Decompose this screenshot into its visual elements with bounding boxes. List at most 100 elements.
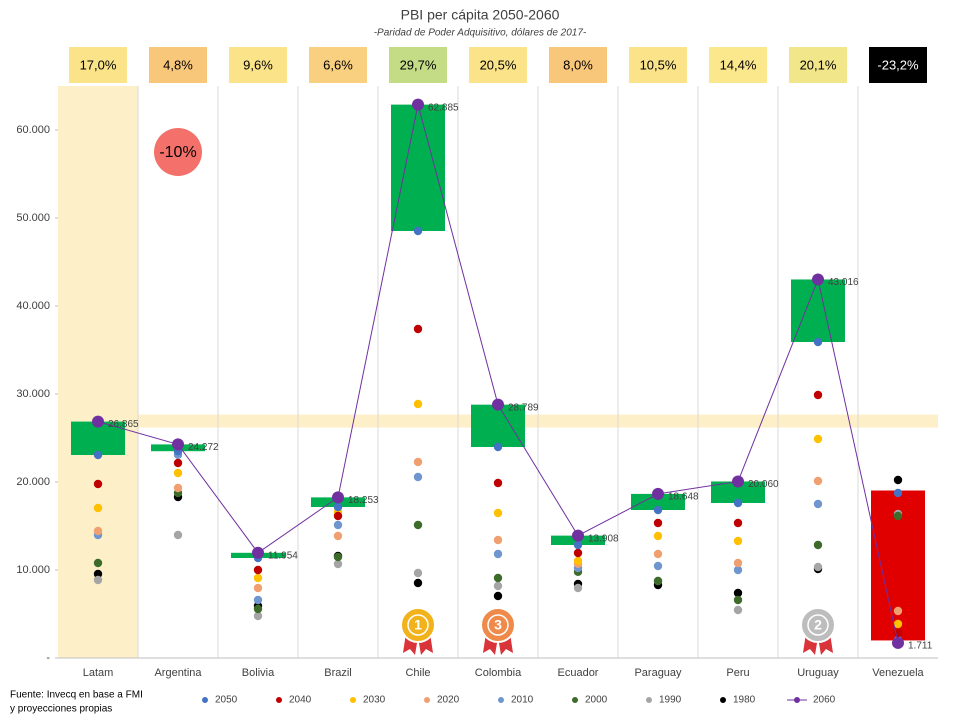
growth-label: 29,7% <box>400 57 437 72</box>
dot <box>253 573 263 583</box>
medal <box>800 607 836 643</box>
dot <box>733 595 743 605</box>
dot <box>413 578 423 588</box>
growth-badge <box>549 47 607 83</box>
growth-badge <box>389 47 447 83</box>
x-tick-label: Paraguay <box>634 667 682 679</box>
data-label: 13.908 <box>588 533 619 544</box>
dot <box>493 478 503 488</box>
dot <box>893 488 903 498</box>
dot <box>333 511 343 521</box>
dot <box>813 562 823 572</box>
y-tick-label: 60.000 <box>16 124 50 136</box>
growth-label: 4,8% <box>163 57 193 72</box>
dot <box>333 552 343 562</box>
dot-2060 <box>412 98 424 111</box>
medal-label: 3 <box>494 617 502 633</box>
data-label: 24.272 <box>188 442 219 453</box>
legend-label: 2020 <box>437 695 460 706</box>
dot <box>413 472 423 482</box>
x-tick-label: Colombia <box>475 667 522 679</box>
growth-label: 6,6% <box>323 57 353 72</box>
x-tick-label: Brazil <box>324 667 352 679</box>
dot <box>253 604 263 614</box>
dot <box>333 559 343 569</box>
range-bar <box>711 481 765 503</box>
dot <box>733 588 743 598</box>
growth-label: 10,5% <box>640 57 677 72</box>
dot <box>733 558 743 568</box>
source: y proyecciones propias <box>10 704 112 715</box>
dot <box>493 535 503 545</box>
growth-badge <box>309 47 367 83</box>
dot <box>493 573 503 583</box>
y-tick-label: 20.000 <box>16 476 50 488</box>
growth-badge <box>469 47 527 83</box>
legend-swatch <box>350 697 356 703</box>
y-tick-label: 40.000 <box>16 300 50 312</box>
dot <box>93 450 103 460</box>
dot <box>93 503 103 513</box>
dot <box>173 458 183 468</box>
source: Fuente: Invecq en base a FMI <box>10 690 143 701</box>
dot <box>413 520 423 530</box>
dot <box>733 498 743 508</box>
growth-badge <box>229 47 287 83</box>
x-tick-label: Venezuela <box>872 667 924 679</box>
dot <box>333 531 343 541</box>
dot <box>413 226 423 236</box>
data-label: 26.865 <box>108 419 139 430</box>
legend-label: 1980 <box>733 695 756 706</box>
dot <box>733 605 743 615</box>
dot <box>653 518 663 528</box>
growth-label: -23,2% <box>877 57 919 72</box>
legend-swatch <box>424 697 430 703</box>
growth-badge <box>69 47 127 83</box>
dot <box>573 540 583 550</box>
dot <box>253 611 263 621</box>
dot <box>333 520 343 530</box>
dot <box>253 583 263 593</box>
dot <box>653 561 663 571</box>
range-bar <box>791 279 845 343</box>
dot-2060 <box>572 529 584 542</box>
dot <box>813 337 823 347</box>
medal-label: 1 <box>414 617 422 633</box>
chart-subtitle: -Paridad de Poder Adquisitivo, dólares d… <box>374 28 587 39</box>
legend-swatch <box>794 697 800 703</box>
legend-label: 2040 <box>289 695 312 706</box>
dot <box>173 530 183 540</box>
dot <box>893 606 903 616</box>
dot <box>733 518 743 528</box>
dot <box>493 581 503 591</box>
dot-2060 <box>812 273 824 286</box>
medal <box>480 607 516 643</box>
x-tick-label: Chile <box>405 667 430 679</box>
medal <box>400 607 436 643</box>
dot <box>173 483 183 493</box>
range-bar <box>471 404 525 448</box>
dot <box>813 476 823 486</box>
dot-2060 <box>492 398 504 411</box>
dot <box>893 619 903 629</box>
dot <box>573 556 583 566</box>
legend-label: 2060 <box>813 695 836 706</box>
dot <box>733 536 743 546</box>
dot <box>893 511 903 521</box>
dot <box>813 390 823 400</box>
growth-label: 17,0% <box>80 57 117 72</box>
range-bar <box>391 104 445 231</box>
medal-inner <box>807 614 829 636</box>
y-tick-label: - <box>46 652 50 664</box>
growth-label: 9,6% <box>243 57 273 72</box>
x-tick-label: Peru <box>726 667 749 679</box>
annotation: -10% <box>159 144 196 161</box>
y-tick-label: 30.000 <box>16 388 50 400</box>
growth-label: 8,0% <box>563 57 593 72</box>
dot <box>93 569 103 579</box>
legend-swatch <box>202 697 208 703</box>
dot <box>93 479 103 489</box>
dot <box>253 595 263 605</box>
dot <box>93 526 103 536</box>
dot-2060 <box>172 438 184 451</box>
